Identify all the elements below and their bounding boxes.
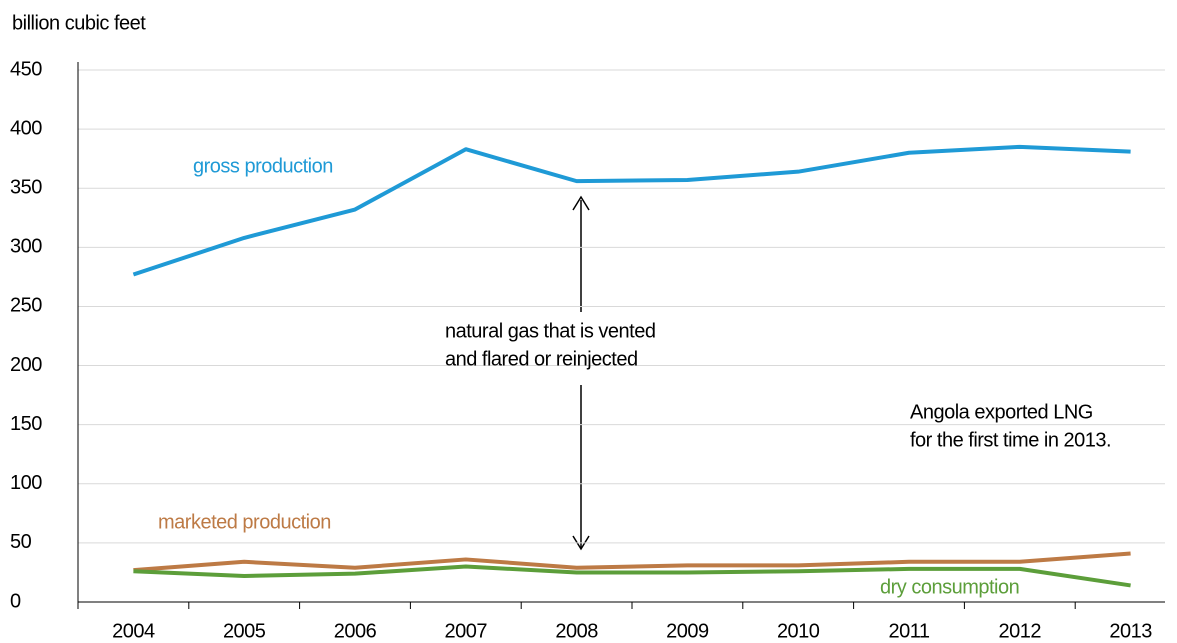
x-tick-label: 2009 xyxy=(666,620,709,642)
y-tick-label: 0 xyxy=(10,590,21,612)
arrow xyxy=(572,195,590,551)
y-axis-label: billion cubic feet xyxy=(12,12,146,34)
y-tick-label: 150 xyxy=(10,413,42,435)
series-line xyxy=(133,551,1131,573)
x-tick-label: 2006 xyxy=(334,620,377,642)
y-tick-label: 300 xyxy=(10,236,42,258)
y-tick-label: 50 xyxy=(10,531,32,553)
annotation: and flared or reinjected xyxy=(445,348,638,370)
x-tick-label: 2011 xyxy=(888,620,929,642)
x-tick-label: 2012 xyxy=(999,620,1042,642)
y-tick-label: 200 xyxy=(10,354,42,376)
y-tick-label: 100 xyxy=(10,472,42,494)
annotation: for the first time in 2013. xyxy=(910,429,1111,451)
x-tick-label: 2007 xyxy=(445,620,488,642)
series-line xyxy=(132,144,1131,277)
x-tick-label: 2010 xyxy=(777,620,820,642)
annotation: Angola exported LNG xyxy=(910,401,1093,423)
x-tick-label: 2008 xyxy=(555,620,598,642)
x-tick-label: 2013 xyxy=(1109,620,1152,642)
annotation: natural gas that is vented xyxy=(445,320,655,342)
y-tick-label: 400 xyxy=(10,117,42,139)
x-tick-label: 2005 xyxy=(223,620,266,642)
series-label: gross production xyxy=(193,155,333,177)
series-label: dry consumption xyxy=(880,576,1019,598)
y-tick-label: 450 xyxy=(10,58,42,80)
x-tick-label: 2004 xyxy=(112,620,155,642)
series-label: marketed production xyxy=(158,511,331,533)
series-line xyxy=(133,564,1131,588)
y-tick-label: 250 xyxy=(10,295,42,317)
y-tick-label: 350 xyxy=(10,177,42,199)
